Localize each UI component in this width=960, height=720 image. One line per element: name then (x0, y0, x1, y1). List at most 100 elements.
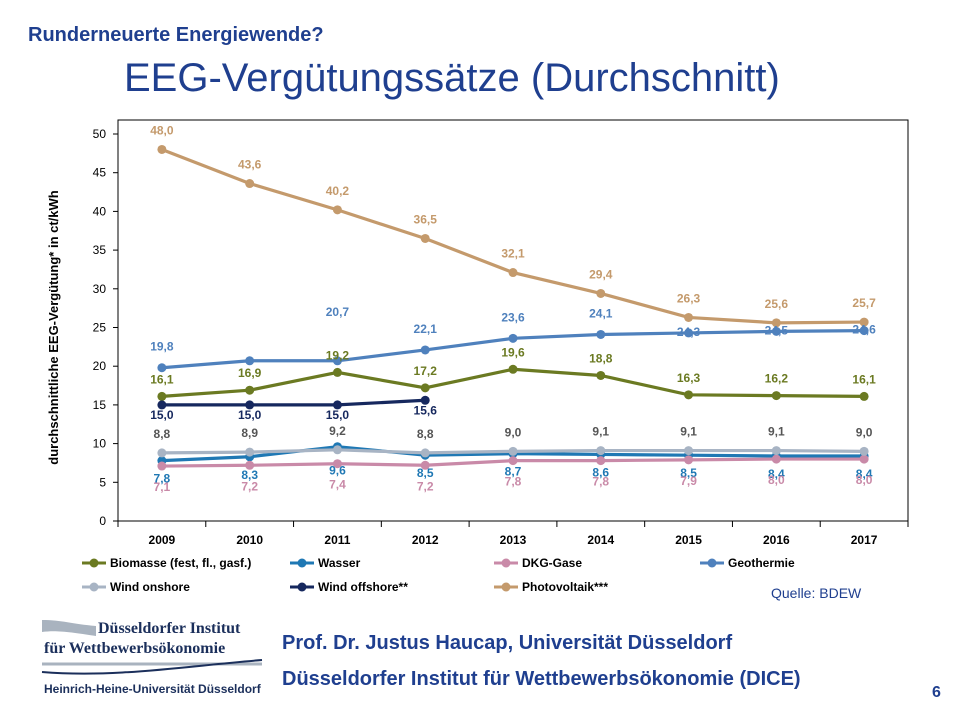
data-point (508, 268, 518, 278)
data-label: 16,9 (238, 366, 262, 380)
legend-marker (89, 582, 99, 592)
y-tick-label: 30 (93, 282, 107, 296)
data-label: 7,1 (154, 480, 171, 494)
data-label: 8,4 (768, 467, 785, 481)
x-tick-label: 2009 (149, 533, 176, 547)
legend-marker (501, 558, 511, 568)
data-point (508, 364, 518, 374)
data-label: 8,8 (154, 427, 171, 441)
legend-label: Geothermie (728, 556, 795, 570)
data-point (771, 326, 781, 336)
data-point (684, 328, 694, 338)
y-tick-label: 20 (93, 359, 107, 373)
x-tick-label: 2015 (675, 533, 702, 547)
data-point (508, 446, 518, 456)
y-tick-label: 40 (93, 204, 107, 218)
data-label: 43,6 (238, 158, 262, 172)
data-label: 25,7 (852, 296, 876, 310)
data-label: 18,8 (589, 351, 613, 365)
data-label: 16,1 (150, 372, 174, 386)
data-label: 32,1 (501, 247, 525, 261)
data-label: 20,7 (326, 305, 350, 319)
data-point (157, 144, 167, 154)
plot-frame (117, 119, 909, 522)
data-point (596, 370, 606, 380)
data-point (859, 317, 869, 327)
data-point (859, 446, 869, 456)
data-point (420, 395, 430, 405)
data-label: 7,9 (680, 474, 697, 488)
legend-label: DKG-Gase (522, 556, 582, 570)
data-label: 16,2 (765, 372, 789, 386)
data-label: 26,3 (677, 291, 701, 305)
data-label: 9,0 (505, 425, 522, 439)
data-point (684, 390, 694, 400)
x-tick-label: 2011 (324, 533, 350, 547)
data-label: 8,3 (241, 468, 258, 482)
data-label: 8,0 (768, 473, 785, 487)
data-point (245, 356, 255, 366)
legend-marker (89, 558, 99, 568)
data-label: 24,6 (852, 323, 876, 337)
x-tick-label: 2010 (236, 533, 263, 547)
data-point (859, 454, 869, 464)
y-tick-label: 0 (99, 514, 106, 528)
slide-number: 6 (932, 684, 941, 701)
legend-label: Photovoltaik*** (522, 580, 608, 594)
data-label: 8,4 (856, 467, 873, 481)
dice-logo: Düsseldorfer Institut für Wettbewerbsöko… (36, 616, 272, 706)
data-point (157, 448, 167, 458)
data-point (596, 456, 606, 466)
slide-title: EEG-Vergütungssätze (Durchschnitt) (124, 56, 780, 100)
x-tick-label: 2012 (412, 533, 439, 547)
data-point (420, 460, 430, 470)
author-line: Prof. Dr. Justus Haucap, Universität Düs… (282, 632, 733, 654)
data-point (771, 318, 781, 328)
data-point (157, 400, 167, 410)
data-label: 15,0 (326, 408, 350, 422)
data-point (420, 233, 430, 243)
legend-label: Biomasse (fest, fl., gasf.) (110, 556, 251, 570)
slide-kicker: Runderneuerte Energiewende? (28, 24, 324, 46)
data-label: 8,9 (241, 426, 258, 440)
logo-text-line1: Düsseldorfer Institut (98, 620, 241, 637)
data-label: 24,3 (677, 325, 701, 339)
data-label: 8,6 (592, 465, 609, 479)
data-point (771, 446, 781, 456)
data-label: 19,8 (150, 340, 174, 354)
data-label: 36,5 (414, 212, 438, 226)
data-label: 7,8 (505, 475, 522, 489)
source-note: Quelle: BDEW (771, 585, 862, 601)
data-point (420, 345, 430, 355)
legend-label: Wind onshore (110, 580, 190, 594)
data-label: 48,0 (150, 123, 174, 137)
data-label: 9,6 (329, 464, 346, 478)
data-label: 9,1 (592, 425, 609, 439)
data-point (157, 363, 167, 373)
data-point (684, 446, 694, 456)
data-label: 40,2 (326, 184, 350, 198)
y-tick-label: 25 (93, 321, 107, 335)
data-label: 7,8 (592, 475, 609, 489)
data-point (332, 367, 342, 377)
logo-graphic (41, 620, 263, 675)
logo-text-line2: für Wettbewerbsökonomie (44, 640, 226, 657)
data-label: 9,0 (856, 425, 873, 439)
data-label: 9,2 (329, 424, 346, 438)
legend-label: Wind offshore** (318, 580, 408, 594)
data-label: 8,5 (417, 466, 434, 480)
data-label: 23,6 (501, 310, 525, 324)
x-tick-label: 2014 (587, 533, 614, 547)
data-label: 8,8 (417, 427, 434, 441)
data-label: 24,5 (765, 323, 789, 337)
data-label: 9,1 (768, 425, 785, 439)
data-label: 7,8 (154, 472, 171, 486)
logo-text-university: Heinrich-Heine-Universität Düsseldorf (44, 682, 261, 696)
y-tick-label: 45 (93, 166, 107, 180)
legend-label: Wasser (318, 556, 361, 570)
legend-marker (297, 558, 307, 568)
data-label: 15,6 (414, 403, 438, 417)
x-tick-label: 2013 (500, 533, 527, 547)
data-point (245, 385, 255, 395)
data-label: 25,6 (765, 297, 789, 311)
